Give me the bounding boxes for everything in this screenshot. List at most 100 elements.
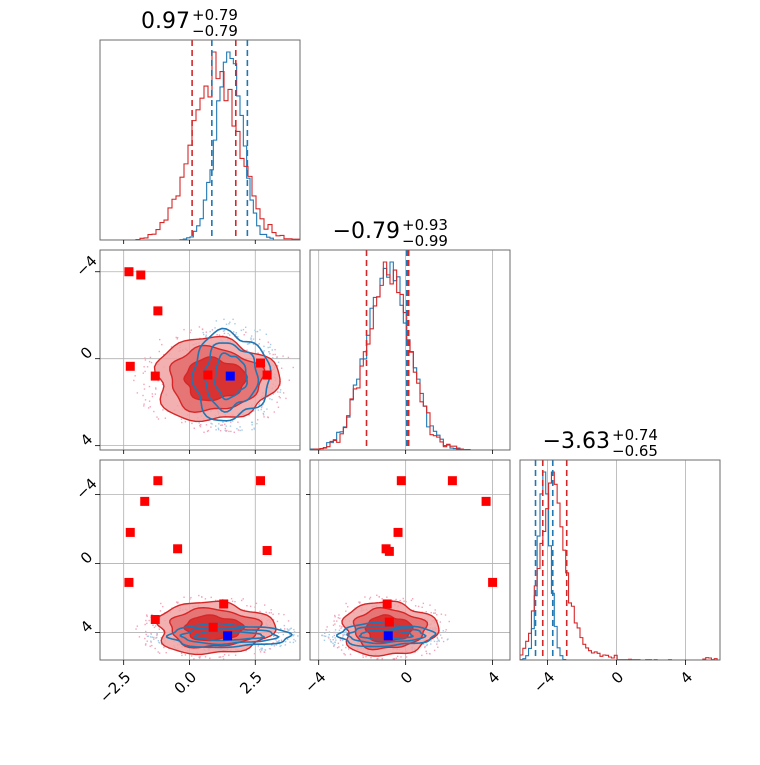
scatter-p1-p2-sample-point: [230, 421, 232, 423]
scatter-p2-p3-sample-point: [376, 658, 378, 660]
scatter-p1-p2-sample-point: [164, 417, 167, 419]
scatter-p1-p3-sample-point: [286, 638, 289, 641]
scatter-p1-p2-sample-point: [230, 430, 232, 433]
scatter-p1-p3-sample-point: [272, 613, 274, 616]
scatter-p1-p3-sample-point: [246, 605, 248, 607]
scatter-p1-p2-sample-point: [175, 336, 177, 339]
scatter-p1-p2-sample-point: [278, 395, 280, 398]
scatter-p1-p2-sample-point: [257, 419, 259, 421]
scatter-p2-p3-sample-point: [343, 632, 345, 634]
scatter-p1-p2-sample-point: [198, 422, 200, 424]
scatter-p2-p3-sample-point: [439, 621, 441, 623]
scatter-p1-p2-sample-point: [288, 379, 290, 381]
scatter-p2-p3-sample-point: [383, 662, 384, 663]
scatter-p2-p3-red-marker: [447, 476, 457, 486]
scatter-p1-p2-sample-point: [282, 392, 285, 394]
scatter-p1-p2-sample-point: [203, 333, 205, 336]
scatter-p2-p3-sample-point: [442, 630, 444, 632]
scatter-p1-p2-sample-point: [133, 379, 135, 382]
scatter-p1-p2-sample-point: [143, 388, 146, 390]
scatter-p2-p3-sample-point: [436, 640, 438, 643]
scatter-p1-p2-sample-point: [161, 343, 163, 346]
scatter-p1-p2-sample-point: [222, 421, 224, 423]
scatter-p1-p3-sample-point: [234, 654, 237, 656]
scatter-p1-p2-sample-point: [228, 334, 231, 336]
scatter-p2-p3-sample-point: [330, 640, 332, 643]
scatter-p1-p2-red-marker: [153, 306, 163, 316]
scatter-p1-p3-sample-point: [218, 656, 220, 658]
scatter-p1-p2-sample-point: [276, 356, 278, 358]
scatter-p1-p3-sample-point: [150, 632, 152, 634]
scatter-p1-p3-sample-point: [157, 651, 159, 653]
scatter-p1-p3-sample-point: [234, 600, 236, 603]
scatter-p1-p2-sample-point: [147, 407, 150, 409]
scatter-p1-p2-sample-point: [236, 427, 238, 430]
scatter-p2-p3-sample-point: [392, 658, 395, 660]
scatter-p2-p3-sample-point: [336, 620, 338, 622]
scatter-p1-p3-sample-point: [259, 610, 261, 613]
hist-p3-grid: [547, 460, 686, 660]
scatter-p1-p3-sample-point: [209, 657, 211, 659]
scatter-p2-p3-red-contour-0: [364, 614, 414, 643]
scatter-p1-p2-sample-point: [157, 379, 159, 382]
scatter-p1-p2-red-marker: [136, 270, 146, 280]
scatter-p1-p3-sample-point: [145, 643, 147, 645]
scatter-p1-p3-sample-point: [165, 651, 167, 654]
scatter-p1-p2-sample-point: [253, 427, 255, 430]
scatter-p1-p2-sample-point: [277, 391, 279, 393]
scatter-p2-p3-sample-point: [345, 610, 347, 612]
scatter-p1-p2-sample-point: [250, 337, 252, 339]
scatter-p2-p3-sample-point: [425, 644, 428, 647]
scatter-p1-p3-red-marker: [219, 599, 229, 609]
scatter-p1-p2-sample-point: [255, 330, 257, 333]
scatter-p2-p3-sample-point: [414, 605, 417, 607]
scatter-p1-p2-sample-point: [226, 429, 228, 432]
scatter-p2-p3-sample-point: [337, 642, 340, 645]
scatter-p1-p2-sample-point: [222, 335, 224, 337]
scatter-p2-p3-sample-point: [345, 631, 347, 633]
scatter-p2-p3-sample-point: [437, 646, 439, 648]
hist-p3-frame: [519, 459, 721, 661]
panel-border: [99, 459, 301, 661]
scatter-p1-p2-sample-point: [151, 393, 154, 395]
scatter-p2-p3-sample-point: [332, 636, 334, 638]
y-axis-p3-tick-label: 4: [77, 617, 96, 636]
scatter-p2-p3-sample-point: [344, 654, 346, 656]
scatter-p1-p3-sample-point: [180, 652, 183, 655]
scatter-p1-p3-sample-point: [146, 614, 148, 616]
scatter-p2-p3-sample-point: [333, 634, 336, 637]
scatter-p1-p2-sample-point: [207, 429, 210, 432]
y-axis-p2-tick-label: 4: [77, 430, 96, 449]
scatter-p1-p3-red-marker: [173, 544, 183, 554]
scatter-p1-p3-sample-point: [226, 660, 227, 661]
scatter-p2-p3-sample-point: [426, 643, 429, 646]
scatter-p1-p3-sample-point: [206, 660, 207, 661]
scatter-p2-p3-red-marker: [393, 527, 403, 537]
scatter-p1-p2-sample-point: [241, 429, 243, 431]
title-p2-minus: −0.99: [402, 232, 448, 250]
scatter-p1-p3-sample-point: [222, 655, 224, 658]
scatter-p1-p2-sample-point: [158, 338, 161, 341]
scatter-p1-p2-sample-point: [267, 346, 269, 349]
scatter-p1-p2-sample-point: [202, 331, 204, 334]
scatter-p2-p3-sample-point: [399, 599, 401, 602]
scatter-p1-p2-sample-point: [263, 416, 265, 418]
scatter-p2-p3-sample-point: [342, 636, 344, 638]
scatter-p1-p3-sample-point: [257, 645, 259, 647]
scatter-p2-p3-sample-point: [424, 645, 426, 648]
scatter-p1-p3-sample-point: [284, 628, 286, 630]
scatter-p1-p3-sample-point: [201, 596, 203, 598]
scatter-p1-p2-sample-point: [203, 431, 205, 434]
scatter-p1-p3-sample-point: [297, 635, 299, 637]
scatter-p1-p2-sample-point: [220, 424, 222, 426]
scatter-p1-p3-sample-point: [276, 620, 279, 623]
hist-p1-blue: [100, 51, 300, 240]
hist-p1-frame: [99, 39, 301, 241]
scatter-p1-p2-sample-point: [243, 334, 245, 336]
scatter-p1-p2-sample-point: [191, 422, 193, 425]
scatter-p1-p3-sample-point: [153, 626, 156, 629]
scatter-p1-p3-sample-point: [156, 633, 158, 636]
scatter-p1-p2-sample-point: [200, 423, 202, 426]
scatter-p1-p2-sample-point: [279, 397, 281, 399]
